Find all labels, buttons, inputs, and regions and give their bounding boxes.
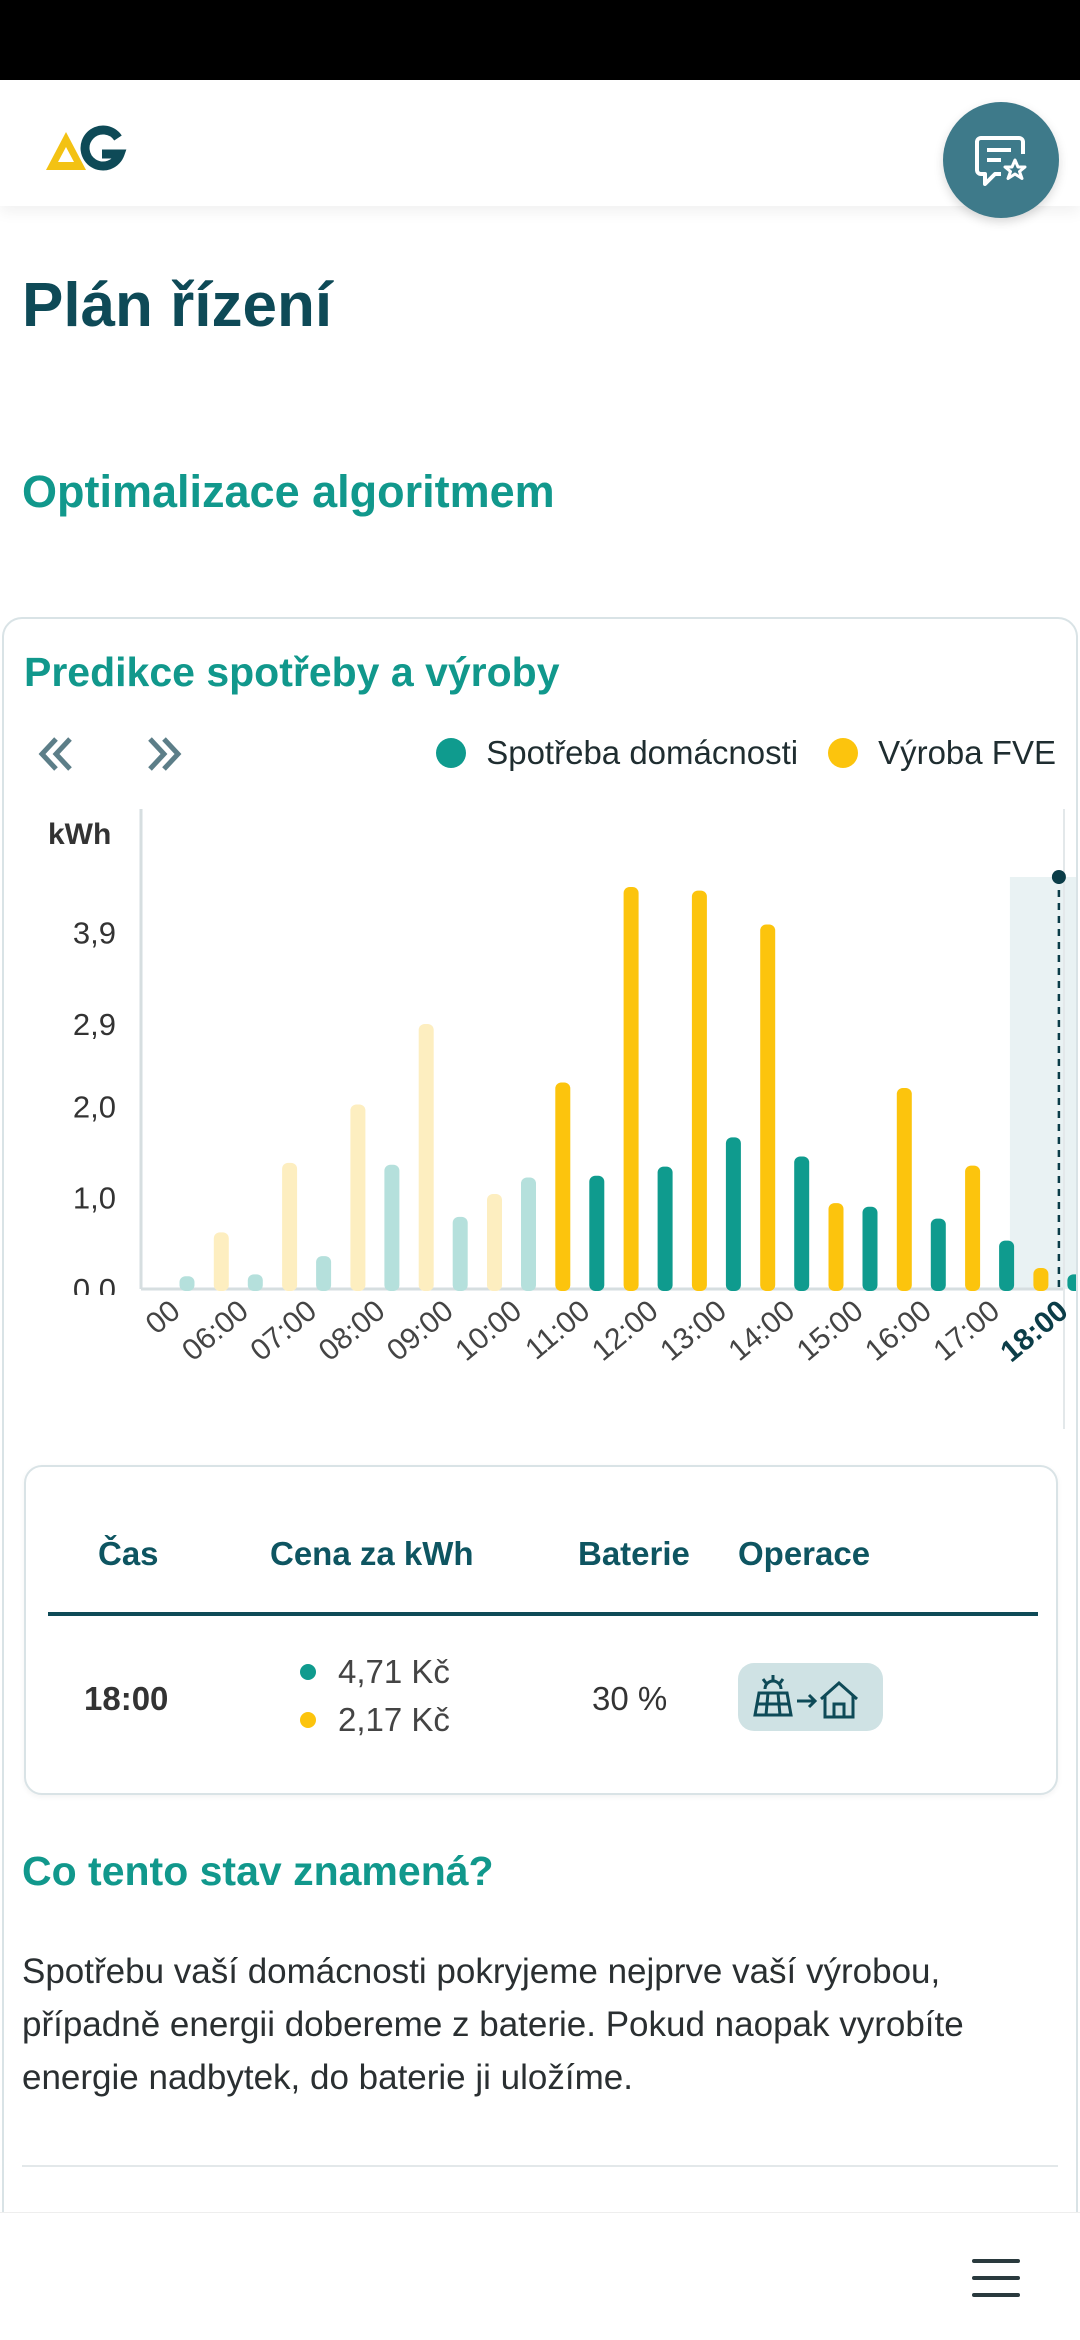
bar-production — [282, 1162, 298, 1291]
x-tick-label: 10:00 — [449, 1294, 528, 1368]
bar-consumption — [316, 1256, 332, 1291]
bar-consumption — [794, 1156, 810, 1291]
y-tick-label: 2,0 — [73, 1089, 116, 1124]
bar-consumption — [452, 1216, 468, 1291]
ag-logo[interactable] — [44, 118, 128, 174]
price-dot-consumption — [300, 1664, 316, 1680]
chart-title: Predikce spotřeby a výroby — [24, 649, 560, 695]
x-tick-label: 16:00 — [859, 1294, 938, 1368]
price-value: 2,17 Kč — [338, 1701, 450, 1738]
bottom-navigation — [0, 2212, 1080, 2340]
selected-marker-dot — [1051, 870, 1066, 884]
operation-badge[interactable] — [738, 1663, 883, 1731]
y-tick-label: 3,9 — [73, 916, 116, 951]
price-production: 2,17 Kč — [300, 1701, 450, 1739]
price-consumption: 4,71 Kč — [300, 1653, 450, 1691]
bar-consumption — [247, 1274, 263, 1291]
bar-production — [555, 1082, 571, 1291]
menu-line — [972, 2293, 1020, 2297]
feedback-button[interactable] — [943, 102, 1059, 218]
bar-consumption — [521, 1177, 536, 1291]
bar-consumption — [862, 1206, 878, 1291]
bar-production — [418, 1024, 434, 1291]
meaning-title: Co tento stav znamená? — [22, 1848, 494, 1894]
x-axis-mask — [4, 1295, 136, 1415]
legend-label: Spotřeba domácnosti — [486, 734, 799, 771]
status-bar — [0, 0, 1080, 80]
legend-dot-consumption — [436, 738, 467, 768]
legend-item-production[interactable]: Výroba FVE — [828, 734, 1056, 772]
menu-line — [972, 2259, 1020, 2263]
chat-star-icon — [975, 136, 1027, 186]
x-tick-label: 15:00 — [791, 1294, 870, 1368]
solar-to-house-icon — [752, 1675, 858, 1719]
bar-production — [350, 1104, 366, 1291]
bar-consumption — [999, 1240, 1015, 1291]
x-tick-label: 13:00 — [654, 1294, 733, 1368]
bar-chart[interactable]: kWh0,01,02,02,93,90006:0007:0008:0009:00… — [4, 809, 1078, 1619]
column-header-time: Čas — [98, 1535, 159, 1572]
column-header-operation: Operace — [738, 1535, 871, 1572]
y-axis-label: kWh — [48, 818, 111, 851]
bar-production — [896, 1088, 912, 1291]
double-chevron-left-icon[interactable] — [26, 729, 86, 779]
detail-card: Čas Cena za kWh Baterie Operace 18:00 4,… — [24, 1465, 1058, 1795]
x-tick-label: 14:00 — [722, 1294, 801, 1368]
meaning-text: Spotřebu vaší domácnosti pokryjeme nejpr… — [22, 1952, 964, 2097]
double-chevron-right-icon[interactable] — [134, 729, 194, 779]
x-tick-label: 08:00 — [313, 1294, 392, 1368]
bar-consumption — [179, 1276, 195, 1291]
page-title: Plán řízení — [22, 271, 333, 340]
bar-production — [487, 1193, 502, 1291]
bar-production — [828, 1203, 844, 1291]
menu-line — [972, 2276, 1020, 2280]
bar-consumption — [657, 1166, 673, 1291]
y-tick-label: 1,0 — [73, 1181, 116, 1216]
battery-level: 30 % — [592, 1680, 668, 1717]
bar-production — [1033, 1267, 1049, 1291]
bar-production — [965, 1165, 981, 1291]
price-value: 4,71 Kč — [338, 1653, 450, 1690]
y-tick-label: 2,9 — [73, 1007, 116, 1042]
x-tick-label: 07:00 — [244, 1294, 323, 1368]
detail-time: 18:00 — [84, 1680, 169, 1717]
selected-column-highlight — [1009, 877, 1076, 1289]
price-dot-production — [300, 1712, 316, 1728]
bar-consumption — [930, 1218, 946, 1291]
bar-production — [691, 890, 707, 1291]
chart-legend: Spotřeba domácnosti Výroba FVE — [406, 734, 1056, 772]
legend-item-consumption[interactable]: Spotřeba domácnosti — [436, 734, 798, 772]
app-header — [0, 80, 1080, 218]
x-tick-label: 06:00 — [176, 1294, 255, 1368]
divider — [22, 2165, 1058, 2167]
x-tick-label: 18:00 — [994, 1294, 1074, 1369]
column-header-battery: Baterie — [578, 1535, 690, 1572]
bar-production — [623, 887, 639, 1291]
x-tick-label: 12:00 — [586, 1294, 665, 1368]
bar-consumption — [1067, 1274, 1076, 1291]
x-tick-label: 17:00 — [927, 1294, 1006, 1368]
legend-dot-production — [828, 738, 859, 768]
header-rule — [48, 1612, 1038, 1616]
x-tick-label: 00 — [140, 1294, 187, 1341]
bar-consumption — [725, 1137, 741, 1291]
legend-label: Výroba FVE — [878, 734, 1056, 771]
x-tick-label: 11:00 — [519, 1294, 596, 1366]
bar-production — [213, 1232, 229, 1291]
x-tick-label: 09:00 — [381, 1294, 460, 1368]
hamburger-menu-icon[interactable] — [968, 2255, 1024, 2301]
bar-production — [760, 924, 776, 1291]
column-header-price: Cena za kWh — [270, 1535, 474, 1572]
bar-consumption — [384, 1164, 400, 1291]
section-title: Optimalizace algoritmem — [22, 466, 555, 517]
bar-consumption — [589, 1175, 605, 1291]
